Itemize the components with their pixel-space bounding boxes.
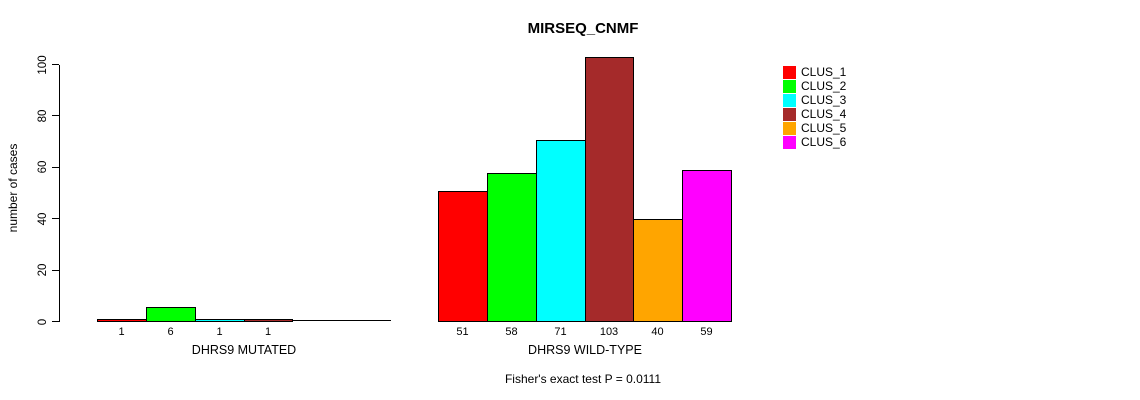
legend-item: CLUS_2 [783,80,846,93]
bar-clus_4-mutated [244,319,293,322]
bar-clus_6-wild-type [682,170,732,322]
legend-item: CLUS_4 [783,108,846,121]
x-axis-group-label-mutated: DHRS9 MUTATED [191,343,297,357]
bar-value-label: 58 [505,326,518,338]
y-axis-tick [52,218,59,219]
y-tick-label: 80 [37,109,49,123]
legend-swatch-clus_2 [783,80,796,93]
bar-clus_4-wild-type [585,57,634,322]
legend-label: CLUS_4 [801,107,847,121]
bar-clus_1-wild-type [438,191,488,322]
fisher-test-footnote: Fisher's exact test P = 0.0111 [504,372,662,386]
legend-label: CLUS_1 [801,65,847,79]
bar-clus_1-mutated [97,319,147,322]
bar-clus_3-mutated [195,319,245,322]
bar-value-label: 6 [167,326,174,338]
y-tick-label: 40 [37,212,49,226]
bar-clus_5-wild-type [633,219,683,322]
bar-value-label: 51 [456,326,469,338]
bar-clus_3-wild-type [536,140,586,322]
bar-value-label: 1 [118,326,125,338]
y-axis-tick [52,321,59,322]
legend: CLUS_1 CLUS_2 CLUS_3 CLUS_4 CLUS_5 CLUS_6 [783,66,846,149]
y-tick-label: 0 [37,318,49,326]
legend-item: CLUS_1 [783,66,846,79]
legend-label: CLUS_3 [801,93,847,107]
bar-value-label: 40 [651,326,664,338]
y-tick-label: 20 [37,263,49,277]
y-axis-line [59,65,60,322]
bar-value-label: 103 [599,326,619,338]
bar-clus_5-mutated-zero [292,320,342,321]
y-tick-label: 100 [37,55,49,75]
bar-value-label: 71 [554,326,567,338]
legend-swatch-clus_3 [783,94,796,107]
y-axis-tick [52,270,59,271]
legend-swatch-clus_6 [783,136,796,149]
legend-item: CLUS_5 [783,122,846,135]
legend-label: CLUS_2 [801,79,847,93]
bar-value-label: 59 [700,326,713,338]
y-tick-label: 60 [37,160,49,174]
legend-label: CLUS_5 [801,121,847,135]
bar-clus_2-mutated [146,307,196,322]
legend-swatch-clus_1 [783,66,796,79]
legend-swatch-clus_4 [783,108,796,121]
legend-item: CLUS_6 [783,136,846,149]
chart-title: MIRSEQ_CNMF [527,20,639,37]
bar-value-label: 1 [216,326,223,338]
y-axis-tick [52,167,59,168]
y-axis-label: number of cases [6,143,20,233]
legend-item: CLUS_3 [783,94,846,107]
legend-label: CLUS_6 [801,135,847,149]
x-axis-group-label-wild-type: DHRS9 WILD-TYPE [528,343,642,357]
y-axis-tick [52,115,59,116]
bar-value-label: 1 [264,326,272,338]
bar-clus_6-mutated-zero [341,320,391,321]
bar-clus_2-wild-type [487,173,537,322]
y-axis-tick [52,64,59,65]
legend-swatch-clus_5 [783,122,796,135]
